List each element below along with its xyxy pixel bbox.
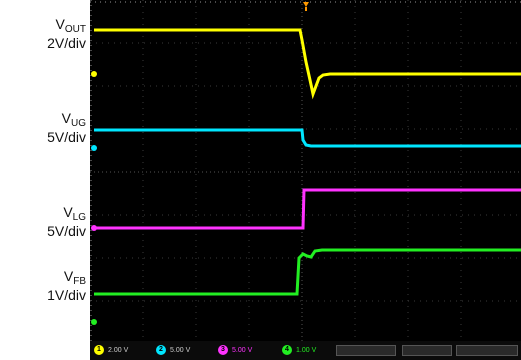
trace-vout [94,28,521,100]
channel-marker-icon [91,145,97,151]
ch3-number: 3 [218,345,228,355]
label-vug-sub: UG [71,118,86,129]
ch2-number: 2 [156,345,166,355]
oscilloscope-screen [90,0,521,360]
label-vfb-scale: 1V/div [47,287,86,303]
label-vout-sub: OUT [64,24,86,35]
ch2-scale: 5.00 V [170,347,191,354]
ch2-readout[interactable]: 2 5.00 V [156,345,190,356]
trigger-marker-icon [303,2,309,11]
trace-vlg [94,188,521,230]
channel-marker-icon [91,319,97,325]
label-vlg-sub: LG [72,212,86,223]
ch1-readout[interactable]: 1 2.00 V [94,345,128,356]
label-vfb: VFB 1V/div [0,268,86,304]
label-vlg-scale: 5V/div [47,223,86,239]
ch3-readout[interactable]: 3 5.00 V [218,345,252,356]
label-vug-main: V [61,110,71,126]
label-vlg-main: V [63,204,73,220]
label-vug: VUG 5V/div [0,110,86,146]
ch4-number: 4 [282,345,292,355]
trigger-readout[interactable] [456,345,518,356]
label-vout-main: V [55,16,65,32]
label-vout-scale: 2V/div [47,35,86,51]
sample-readout[interactable] [402,345,452,356]
timebase-readout[interactable] [336,345,396,356]
ch1-scale: 2.00 V [108,347,129,354]
ch4-readout[interactable]: 4 1.00 V [282,345,316,356]
trace-vfb [94,248,521,296]
label-vfb-sub: FB [73,276,86,287]
trace-vug [94,128,521,148]
ch1-number: 1 [94,345,104,355]
ch3-scale: 5.00 V [232,347,253,354]
waveform-display [90,0,521,341]
scope-footer: 1 2.00 V 2 5.00 V 3 5.00 V 4 1.00 V [90,341,521,360]
label-vfb-main: V [63,268,74,284]
ch4-scale: 1.00 V [296,347,317,354]
label-vout: VOUT 2V/div [0,16,86,52]
label-vug-scale: 5V/div [47,129,86,145]
channel-marker-icon [91,71,97,77]
label-vlg: VLG 5V/div [0,204,86,240]
